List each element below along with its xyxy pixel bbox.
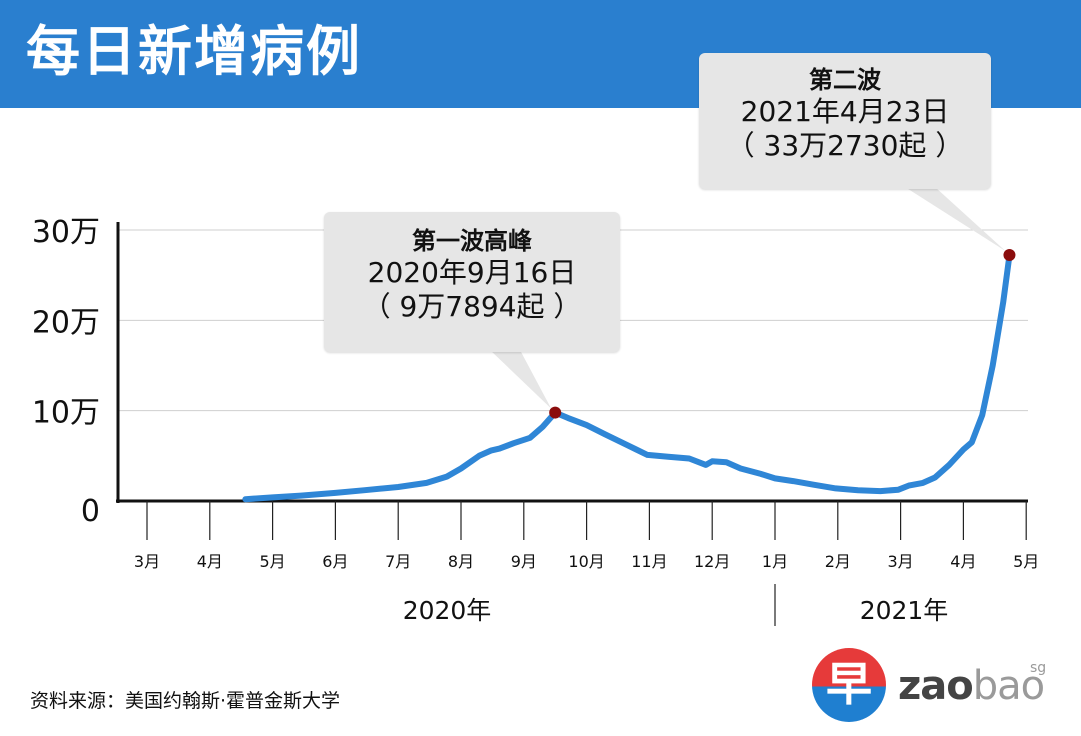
callout-second-wave-title: 第二波 xyxy=(809,66,881,94)
callout-pointers xyxy=(490,187,1006,409)
x-month-label: 4月 xyxy=(950,552,976,571)
callout-first-wave: 第一波高峰 2020年9月16日 （ 9万7894起 ） xyxy=(324,212,620,352)
y-tick-label: 0 xyxy=(81,494,100,529)
x-month-label: 5月 xyxy=(1013,552,1039,571)
x-month-label: 12月 xyxy=(694,552,730,571)
page-title: 每日新增病例 xyxy=(26,20,362,83)
year-label-2021: 2021年 xyxy=(860,596,949,625)
x-month-label: 9月 xyxy=(511,552,537,571)
zaobao-logo: 早 zaobao sg xyxy=(812,648,1052,724)
peak-markers xyxy=(549,249,1016,419)
x-month-label: 2月 xyxy=(825,552,851,571)
zaobao-logo-text-light: bao xyxy=(972,663,1045,709)
source-note: 资料来源：美国约翰斯·霍普金斯大学 xyxy=(30,690,341,712)
x-month-label: 6月 xyxy=(322,552,348,571)
callout-second-wave: 第二波 2021年4月23日 （ 33万2730起 ） xyxy=(699,53,991,189)
zaobao-logo-mark: 早 xyxy=(812,648,886,722)
x-month-label: 11月 xyxy=(631,552,667,571)
year-labels: 2020年 2021年 xyxy=(403,584,949,626)
daily-cases-line xyxy=(242,252,1013,503)
callout-first-wave-date: 2020年9月16日 xyxy=(367,256,577,289)
zaobao-logo-suffix: sg xyxy=(1030,660,1047,676)
x-month-label: 7月 xyxy=(385,552,411,571)
callout-pointer xyxy=(490,350,552,409)
x-month-label: 3月 xyxy=(888,552,914,571)
callout-second-wave-value: （ 33万2730起 ） xyxy=(726,129,964,162)
axes xyxy=(116,222,1028,503)
zaobao-logo-text-bold: zao xyxy=(898,663,974,709)
callout-first-wave-title: 第一波高峰 xyxy=(412,227,532,255)
callout-first-wave-value: （ 9万7894起 ） xyxy=(362,290,582,323)
x-month-label: 5月 xyxy=(260,552,286,571)
x-tick-marks xyxy=(146,501,1027,540)
x-month-label: 8月 xyxy=(448,552,474,571)
x-month-label: 3月 xyxy=(134,552,160,571)
x-month-label: 1月 xyxy=(762,552,788,571)
callout-pointer xyxy=(905,187,1006,251)
zaobao-logo-text: zaobao xyxy=(898,662,1045,710)
peak-marker xyxy=(549,406,562,419)
x-month-labels: 3月 4月 5月 6月 7月 8月 9月 10月 11月 12月 1月 2月 3月 4月 5月 xyxy=(134,552,1039,571)
peak-marker xyxy=(1003,249,1016,261)
y-tick-label: 10万 xyxy=(32,396,100,431)
x-month-label: 4月 xyxy=(197,552,223,571)
y-tick-labels: 0 10万 20万 30万 xyxy=(32,215,100,529)
x-month-label: 10月 xyxy=(568,552,604,571)
series xyxy=(242,252,1013,503)
callout-second-wave-date: 2021年4月23日 xyxy=(740,95,950,128)
zaobao-logo-char: 早 xyxy=(826,657,872,711)
y-tick-label: 30万 xyxy=(32,215,100,250)
y-tick-label: 20万 xyxy=(32,305,100,340)
year-label-2020: 2020年 xyxy=(403,596,492,625)
